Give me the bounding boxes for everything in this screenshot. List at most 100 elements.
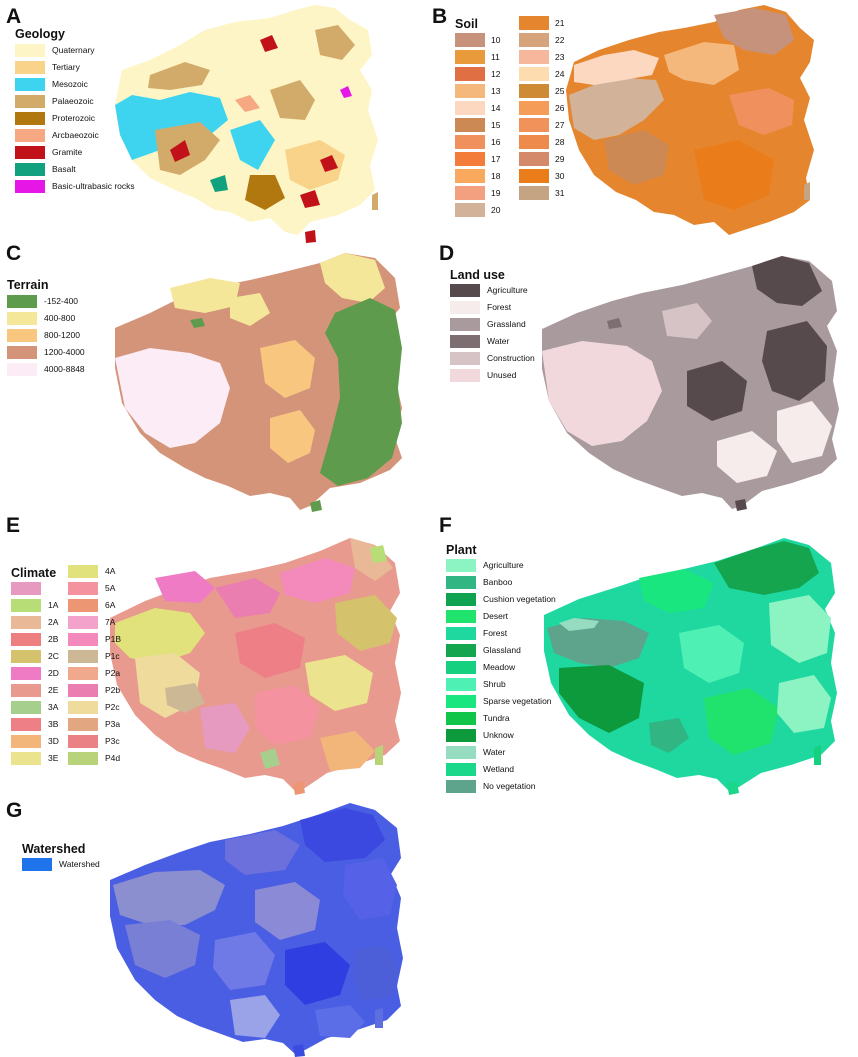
legend-swatch [68, 565, 98, 578]
legend-label: 400-800 [44, 313, 76, 323]
legend-item: -152-400 [7, 293, 117, 310]
legend-swatch [11, 633, 41, 646]
legend-item: Watershed [22, 856, 112, 873]
legend-title-land-use: Land use [450, 268, 505, 282]
legend-item: 2B [11, 631, 71, 648]
panel-letter-d: D [439, 242, 455, 265]
panel-letter-e: E [6, 514, 21, 537]
legend-swatch [11, 616, 41, 629]
legend-label: P1c [105, 651, 120, 661]
legend-label: 3B [48, 719, 59, 729]
legend-swatch [450, 318, 480, 331]
legend-label: Wetland [483, 764, 515, 774]
legend-label: Water [487, 336, 510, 346]
legend-label: 11 [491, 52, 500, 62]
legend-swatch [455, 84, 485, 98]
legend-swatch [11, 667, 41, 680]
legend-label: 26 [555, 103, 565, 113]
legend-swatch [519, 84, 549, 98]
legend-swatch [519, 67, 549, 81]
legend-swatch [11, 684, 41, 697]
legend-swatch [11, 752, 41, 765]
legend-label: Proterozoic [52, 113, 95, 123]
legend-swatch [450, 369, 480, 382]
legend-swatch [68, 599, 98, 612]
legend-plant: Agriculture Banboo Cushion vegetation De… [446, 557, 576, 795]
legend-item [11, 580, 71, 597]
legend-label: Glassland [483, 645, 521, 655]
legend-label: 4000-8848 [44, 364, 85, 374]
legend-label: 22 [555, 35, 565, 45]
legend-label: 2C [48, 651, 59, 661]
legend-item: 5A [68, 580, 128, 597]
legend-swatch [446, 712, 476, 725]
legend-swatch [68, 752, 98, 765]
legend-land-use: Agriculture Forest Grassland Water Const… [450, 282, 560, 384]
climate-map [110, 538, 401, 795]
legend-label: P1B [105, 634, 122, 644]
legend-swatch [68, 667, 98, 680]
legend-item: 19 [455, 185, 515, 202]
legend-label: Desert [483, 611, 509, 621]
legend-item: Tundra [446, 710, 576, 727]
legend-item: 10 [455, 32, 515, 49]
legend-swatch [446, 763, 476, 776]
legend-label: Shrub [483, 679, 506, 689]
legend-label: Tertiary [52, 62, 80, 72]
legend-swatch [519, 118, 549, 132]
legend-item: Grassland [450, 316, 560, 333]
legend-label: No vegetation [483, 781, 536, 791]
legend-item: 7A [68, 614, 128, 631]
legend-label: P2c [105, 702, 120, 712]
legend-swatch [519, 33, 549, 47]
legend-label: Forest [483, 628, 508, 638]
legend-swatch [446, 746, 476, 759]
legend-item: Glassland [446, 642, 576, 659]
legend-item: Palaeozoic [15, 93, 175, 110]
legend-label: 3A [48, 702, 59, 712]
legend-watershed: Watershed [22, 856, 112, 873]
legend-label: Quaternary [52, 45, 95, 55]
legend-title-watershed: Watershed [22, 842, 86, 856]
legend-swatch [455, 50, 485, 64]
legend-label: 24 [555, 69, 565, 79]
legend-swatch [11, 735, 41, 748]
legend-swatch [455, 33, 485, 47]
legend-swatch [68, 718, 98, 731]
legend-swatch [446, 661, 476, 674]
legend-label: 800-1200 [44, 330, 80, 340]
legend-label: 12 [491, 69, 501, 79]
legend-swatch [446, 593, 476, 606]
legend-item: 24 [519, 66, 579, 83]
legend-label: Unknow [483, 730, 514, 740]
legend-label: Construction [487, 353, 535, 363]
legend-swatch [15, 129, 45, 142]
legend-swatch [11, 582, 41, 595]
legend-item: Mesozoic [15, 76, 175, 93]
legend-item: 22 [519, 32, 579, 49]
legend-swatch [446, 610, 476, 623]
legend-swatch [15, 112, 45, 125]
legend-item: Construction [450, 350, 560, 367]
legend-label: 20 [491, 205, 501, 215]
legend-item: Sparse vegetation [446, 693, 576, 710]
legend-swatch [450, 335, 480, 348]
soil-map [566, 5, 814, 235]
legend-swatch [68, 735, 98, 748]
legend-label: Palaeozoic [52, 96, 94, 106]
legend-label: Watershed [59, 859, 100, 869]
legend-swatch [519, 50, 549, 64]
legend-climate-col2: 4A 5A 6A 7A P1B P1c P2a P2b P2c P3a P3c … [68, 563, 128, 767]
legend-item: Unused [450, 367, 560, 384]
legend-swatch [11, 718, 41, 731]
legend-label: 28 [555, 137, 565, 147]
legend-swatch [7, 312, 37, 325]
legend-label: P2b [105, 685, 121, 695]
legend-item: 2A [11, 614, 71, 631]
legend-item: Shrub [446, 676, 576, 693]
legend-item: Tertiary [15, 59, 175, 76]
legend-label: 5A [105, 583, 116, 593]
legend-item: P2c [68, 699, 128, 716]
legend-swatch [519, 152, 549, 166]
watershed-map [110, 803, 403, 1057]
